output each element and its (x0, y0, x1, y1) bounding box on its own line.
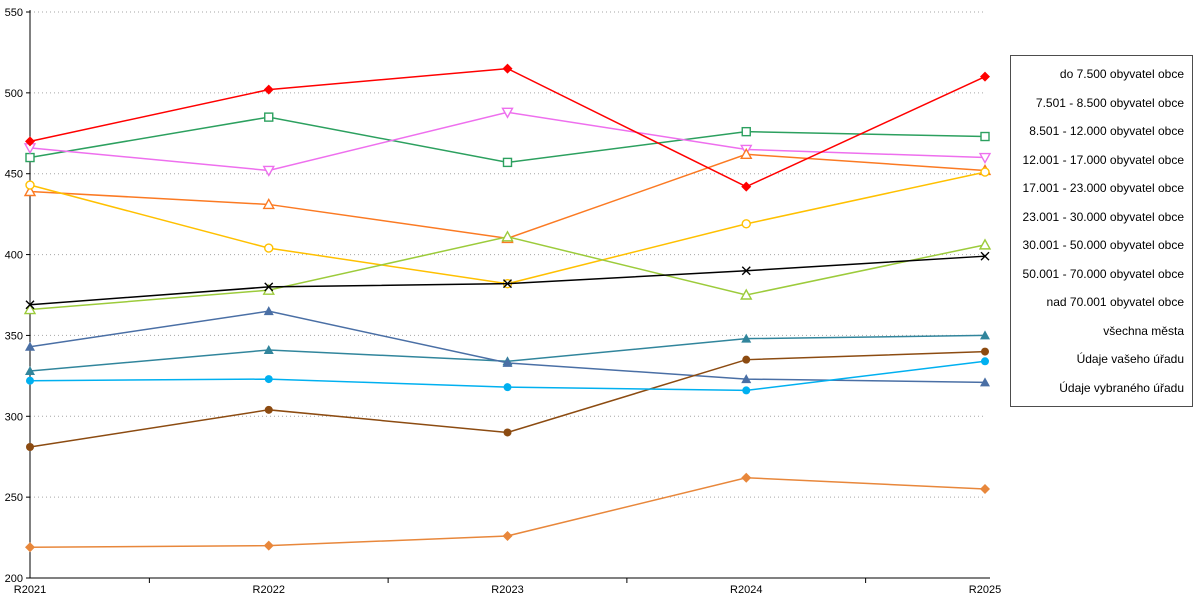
y-axis-label: 500 (5, 88, 23, 100)
y-axis-label: 300 (5, 411, 23, 423)
marker-x (980, 251, 990, 261)
marker-triangle (980, 377, 990, 387)
marker-triangle (980, 330, 990, 340)
marker-diamond (980, 71, 990, 82)
marker-triangle (263, 344, 274, 354)
marker-circle (264, 243, 274, 253)
marker-diamond (263, 84, 274, 95)
marker-diamond (741, 472, 752, 483)
series-line (29, 67, 986, 188)
marker-circle (741, 219, 751, 229)
marker-circle (26, 376, 34, 385)
series-line (29, 171, 986, 285)
marker-circle (26, 443, 34, 452)
marker-x (264, 282, 274, 292)
x-axis-label: R2021 (14, 584, 46, 596)
marker-triangle (262, 165, 275, 177)
marker-triangle (740, 147, 753, 160)
x-axis-label: R2025 (969, 584, 1001, 596)
marker-triangle (263, 306, 274, 316)
marker-square (502, 157, 513, 168)
series-line (29, 236, 986, 311)
marker-x (503, 279, 512, 289)
x-axis-label: R2022 (253, 584, 285, 596)
marker-triangle (978, 238, 992, 250)
y-axis-label: 250 (5, 492, 23, 504)
series-line (29, 310, 986, 384)
y-axis-label: 200 (5, 573, 23, 585)
marker-x (25, 300, 35, 310)
marker-diamond (502, 63, 513, 74)
marker-circle (264, 375, 273, 384)
marker-triangle (262, 197, 275, 210)
marker-x (741, 266, 751, 276)
y-axis-label: 400 (5, 250, 23, 262)
legend-item: 17.001 - 23.000 obyvatel obce (1022, 181, 1184, 196)
legend-item: 23.001 - 30.000 obyvatel obce (1022, 209, 1184, 224)
marker-triangle (741, 374, 752, 384)
marker-triangle (25, 341, 35, 351)
legend-item: 12.001 - 17.000 obyvatel obce (1022, 152, 1184, 167)
legend-item: 8.501 - 12.000 obyvatel obce (1029, 124, 1184, 139)
marker-circle (25, 180, 35, 190)
x-axis-label: R2023 (491, 584, 523, 596)
y-axis-label: 350 (5, 330, 23, 342)
marker-square (980, 131, 990, 142)
marker-triangle (501, 107, 514, 119)
legend-item: Údaje vybraného úřadu (1059, 380, 1184, 395)
marker-circle (742, 386, 751, 395)
series-line (29, 116, 986, 164)
marker-circle (981, 357, 989, 366)
marker-diamond (741, 181, 752, 192)
marker-circle (981, 347, 989, 356)
marker-diamond (25, 136, 35, 147)
marker-circle (264, 405, 273, 414)
legend-item: 50.001 - 70.000 obyvatel obce (1022, 266, 1184, 281)
marker-triangle (741, 333, 752, 343)
marker-triangle (501, 230, 514, 242)
marker-triangle (502, 357, 513, 367)
y-axis-label: 450 (5, 169, 23, 181)
legend-item: nad 70.001 obyvatel obce (1046, 295, 1184, 310)
marker-circle (503, 428, 512, 437)
y-axis-label: 550 (5, 7, 23, 19)
marker-circle (503, 383, 512, 392)
marker-triangle (23, 185, 37, 197)
marker-diamond (502, 530, 513, 541)
legend-item: Údaje vašeho úřadu (1076, 352, 1184, 367)
marker-square (25, 152, 35, 163)
x-axis-label: R2024 (730, 584, 762, 596)
marker-triangle (740, 288, 753, 300)
marker-triangle (978, 152, 992, 164)
legend: do 7.500 obyvatel obce 7.501 - 8.500 obyv… (1010, 55, 1193, 407)
marker-triangle (25, 366, 35, 376)
line-chart: 200 250 300 350 400 450 500 550 R2021 R2022 R2023 R… (5, 7, 1002, 596)
marker-circle (980, 167, 990, 177)
legend-item: všechna města (1103, 323, 1184, 338)
legend-item: 30.001 - 50.000 obyvatel obce (1022, 238, 1184, 253)
marker-diamond (25, 542, 35, 553)
marker-diamond (263, 540, 274, 551)
marker-circle (742, 355, 751, 364)
marker-square (741, 126, 751, 137)
marker-triangle (23, 303, 37, 315)
legend-item: do 7.500 obyvatel obce (1059, 67, 1184, 82)
marker-square (264, 112, 274, 122)
legend-item: 7.501 - 8.500 obyvatel obce (1035, 95, 1184, 110)
marker-diamond (980, 484, 990, 495)
